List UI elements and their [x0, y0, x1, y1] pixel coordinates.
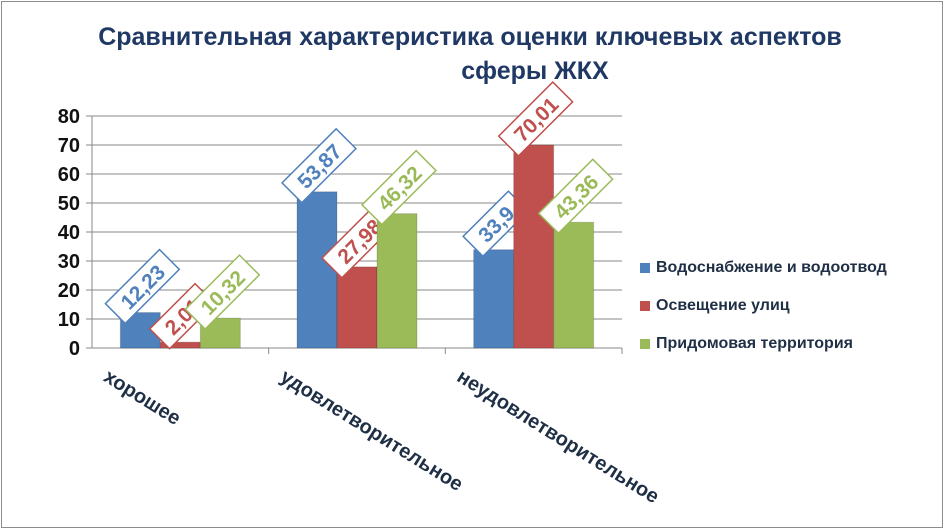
legend-swatch [640, 339, 650, 349]
y-tick-label: 50 [58, 193, 80, 215]
data-label: 46,32 [360, 149, 438, 226]
data-label-box [537, 158, 614, 235]
y-tick-label: 30 [58, 251, 80, 273]
y-tick-label: 20 [58, 280, 80, 302]
y-tick-label: 0 [69, 338, 80, 360]
bar [513, 144, 555, 349]
y-tick-label: 40 [58, 222, 80, 244]
legend-item: Придомовая территория [640, 334, 887, 354]
y-tick-label: 70 [58, 135, 80, 157]
x-category-label: хорошее [100, 366, 185, 430]
bar [473, 249, 515, 349]
bar [553, 221, 595, 349]
chart-title: Сравнительная характеристика оценки ключ… [90, 20, 850, 88]
legend-item: Водоснабжение и водоотвод [640, 258, 887, 278]
legend-label: Водоснабжение и водоотвод [656, 259, 887, 276]
bar [336, 266, 378, 349]
data-label-box [104, 248, 181, 325]
data-label-box [497, 80, 574, 157]
chart-title-line-1: Сравнительная характеристика оценки ключ… [98, 23, 842, 51]
legend-swatch [640, 263, 650, 273]
x-category-label: удовлетворительное [276, 366, 466, 496]
bar [376, 213, 418, 349]
chart-legend: Водоснабжение и водоотвод Освещение улиц П… [640, 258, 887, 372]
y-tick-label: 60 [58, 164, 80, 186]
data-label-box [184, 254, 261, 331]
legend-swatch [640, 301, 650, 311]
x-category-label: неудовлетворительное [453, 366, 663, 509]
y-tick-label: 10 [58, 309, 80, 331]
bar [296, 191, 338, 349]
legend-label: Освещение улиц [656, 297, 790, 314]
legend-item: Освещение улиц [640, 296, 887, 316]
chart-title-line-2: сферы ЖКХ [461, 57, 609, 85]
data-label-box [280, 127, 358, 204]
data-label-box [360, 149, 438, 226]
legend-label: Придомовая территория [656, 335, 853, 352]
y-tick-label: 80 [58, 106, 80, 128]
